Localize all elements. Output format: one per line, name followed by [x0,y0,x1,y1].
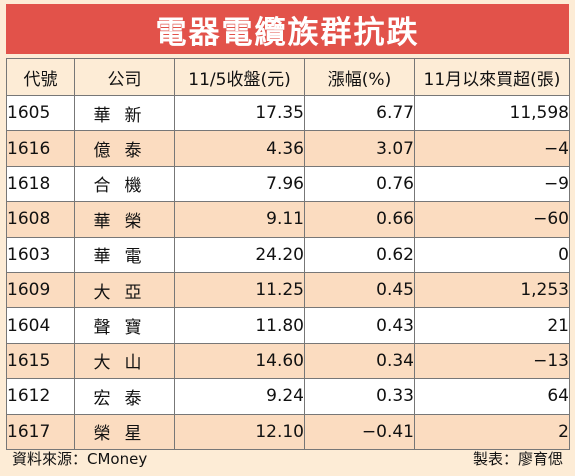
cell-code: 1617 [6,413,75,450]
cell-close: 4.36 [174,130,305,167]
cell-company: 聲寶 [74,307,175,344]
cell-change: 0.33 [304,378,415,415]
cell-code: 1618 [6,165,75,203]
cell-net-buy: 0 [414,236,570,273]
cell-change: 0.34 [304,342,415,380]
cell-net-buy: 1,253 [414,271,570,309]
cell-code: 1604 [6,307,75,344]
footer: 資料來源：CMoney 製表：廖育偲 [12,446,563,470]
cell-code: 1616 [6,130,75,167]
cell-close: 9.11 [174,201,305,238]
cell-change: 0.45 [304,271,415,309]
cell-change: 3.07 [304,130,415,167]
cell-company: 宏泰 [74,378,175,415]
table-row: 1616 億泰 4.36 3.07 −4 [6,130,570,167]
cell-code: 1609 [6,271,75,309]
cell-close: 12.10 [174,413,305,450]
cell-company: 合機 [74,165,175,203]
cell-close: 14.60 [174,342,305,380]
cell-net-buy: −60 [414,201,570,238]
cell-company: 華電 [74,236,175,273]
header-close: 11/5收盤(元) [174,58,305,96]
cell-code: 1605 [6,94,75,132]
cell-net-buy: 2 [414,413,570,450]
cell-company: 大山 [74,342,175,380]
cell-net-buy: 11,598 [414,94,570,132]
cell-net-buy: 21 [414,307,570,344]
table-row: 1615 大山 14.60 0.34 −13 [6,342,570,380]
header-change: 漲幅(%) [304,58,415,96]
table-row: 1608 華榮 9.11 0.66 −60 [6,201,570,238]
cell-close: 11.80 [174,307,305,344]
table-row: 1612 宏泰 9.24 0.33 64 [6,378,570,415]
cell-company: 榮星 [74,413,175,450]
cell-close: 9.24 [174,378,305,415]
cell-change: 0.62 [304,236,415,273]
cell-change: 6.77 [304,94,415,132]
cell-net-buy: −4 [414,130,570,167]
cell-code: 1615 [6,342,75,380]
cell-code: 1603 [6,236,75,273]
table-row: 1605 華新 17.35 6.77 11,598 [6,94,570,132]
cell-net-buy: 64 [414,378,570,415]
cell-company: 華榮 [74,201,175,238]
cell-code: 1608 [6,201,75,238]
source-note: 資料來源：CMoney [12,449,148,468]
stock-table: 代號 公司 11/5收盤(元) 漲幅(%) 11月以來買超(張) 1605 華新… [6,58,570,450]
table-header-row: 代號 公司 11/5收盤(元) 漲幅(%) 11月以來買超(張) [6,58,570,96]
cell-change: 0.43 [304,307,415,344]
table-row: 1604 聲寶 11.80 0.43 21 [6,307,570,344]
title-bar: 電器電纜族群抗跌 [6,4,569,54]
cell-net-buy: −9 [414,165,570,203]
table-row: 1617 榮星 12.10 −0.41 2 [6,413,570,450]
cell-close: 11.25 [174,271,305,309]
cell-change: −0.41 [304,413,415,450]
cell-company: 大亞 [74,271,175,309]
header-code: 代號 [6,58,75,96]
cell-net-buy: −13 [414,342,570,380]
cell-code: 1612 [6,378,75,415]
cell-change: 0.76 [304,165,415,203]
page-title: 電器電纜族群抗跌 [155,14,420,51]
cell-company: 華新 [74,94,175,132]
author-credit: 製表：廖育偲 [472,449,563,468]
table-row: 1609 大亞 11.25 0.45 1,253 [6,271,570,309]
table-row: 1618 合機 7.96 0.76 −9 [6,165,570,203]
cell-close: 7.96 [174,165,305,203]
table-row: 1603 華電 24.20 0.62 0 [6,236,570,273]
header-net-buy: 11月以來買超(張) [414,58,570,96]
header-company: 公司 [74,58,175,96]
cell-close: 17.35 [174,94,305,132]
cell-company: 億泰 [74,130,175,167]
cell-close: 24.20 [174,236,305,273]
cell-change: 0.66 [304,201,415,238]
